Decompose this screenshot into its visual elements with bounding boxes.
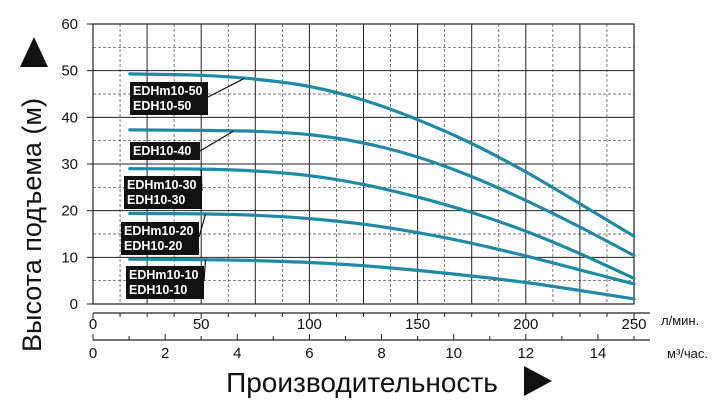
x-tick-label: 200: [513, 316, 538, 333]
series-label-box: [130, 82, 208, 115]
x-tick-label: 250: [621, 316, 646, 333]
series-label: EDHm10-10: [129, 268, 199, 282]
y-tick-label: 40: [61, 109, 78, 126]
x2-tick-label: 12: [517, 345, 534, 362]
axes: 0 10 20 30 40 50 60 0 50 100 150 200 250 0 2 4 6 8 10 12 14: [61, 16, 650, 362]
series-label-box: [124, 176, 202, 209]
series-line-2: [128, 128, 636, 258]
y-axis-title-group: Высота подъема (м): [17, 37, 48, 352]
x-tick-label: 150: [405, 316, 430, 333]
series-label-box: [121, 222, 199, 255]
y-tick-label: 60: [61, 16, 78, 33]
x-axis-title: Производительность: [226, 367, 498, 398]
x2-tick-label: 10: [445, 345, 462, 362]
y-tick-label: 10: [61, 249, 78, 266]
right-arrow-icon: [524, 366, 552, 396]
series-line-5: [128, 257, 636, 301]
series-leader-line: [207, 77, 245, 98]
x-tick-label: 100: [297, 316, 322, 333]
x2-tick-label: 2: [161, 345, 169, 362]
series-label: EDHm10-50: [133, 84, 203, 98]
y-axis-title: Высота подъема (м): [17, 98, 47, 352]
series-line-4: [128, 211, 636, 286]
up-arrow-icon: [20, 37, 48, 67]
pump-curves: [128, 72, 636, 301]
series-label-box: [126, 266, 204, 299]
series-line-3: [128, 167, 636, 280]
series-label: EDH10-20: [124, 239, 182, 253]
series-label: EDH10-40: [133, 144, 191, 158]
y-tick-label: 50: [61, 63, 78, 80]
x-axis-unit-m3h: м³/час.: [667, 346, 708, 361]
x2-tick-label: 8: [377, 345, 385, 362]
series-label: EDH10-30: [127, 193, 185, 207]
x-tick-label: 0: [89, 316, 97, 333]
series-label: EDHm10-30: [127, 178, 197, 192]
series-leader-line: [203, 259, 207, 282]
x2-tick-label: 14: [590, 345, 607, 362]
series-labels: EDHm10-50EDH10-50EDH10-40EDHm10-30EDH10-…: [121, 77, 245, 299]
series-label-box: [130, 142, 200, 160]
x-axis-unit-lpm: л/мин.: [661, 313, 699, 328]
x2-tick-label: 0: [89, 345, 97, 362]
series-label: EDH10-10: [129, 283, 187, 297]
series-leader-line: [199, 130, 234, 152]
x2-tick-label: 6: [305, 345, 313, 362]
series-label: EDHm10-20: [124, 224, 194, 238]
y-tick-label: 20: [61, 203, 78, 220]
series-leader-line: [198, 213, 207, 238]
x-tick-label: 50: [193, 316, 210, 333]
y-tick-label: 30: [61, 156, 78, 173]
series-label: EDH10-50: [133, 99, 191, 113]
y-tick-label: 0: [70, 296, 78, 313]
x2-tick-label: 4: [233, 345, 241, 362]
series-line-1: [128, 72, 636, 238]
